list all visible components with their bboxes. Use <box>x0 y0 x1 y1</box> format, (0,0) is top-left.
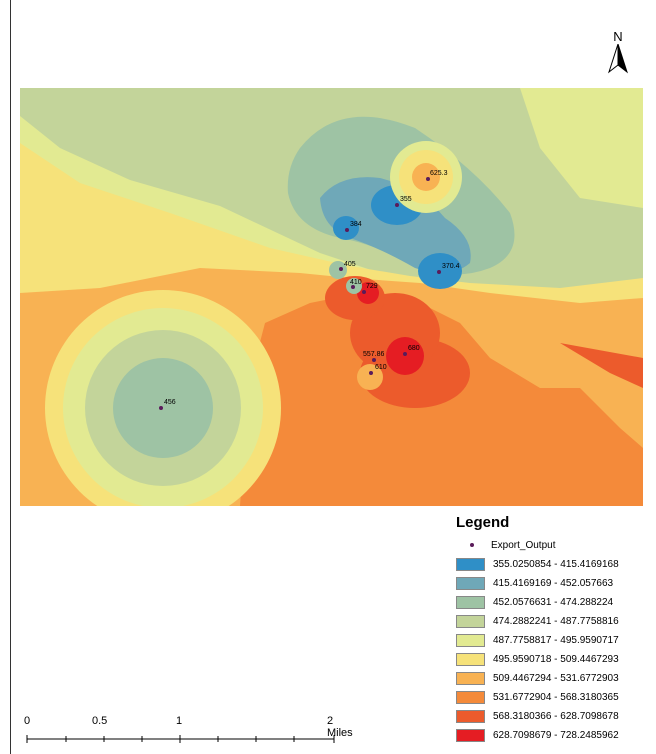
legend-class-row: 452.0576631 - 474.288224 <box>456 594 656 610</box>
legend-swatch <box>456 671 485 685</box>
legend-classes: 355.0250854 - 415.4169168 415.4169169 - … <box>456 556 656 743</box>
point-symbol-icon <box>470 543 474 547</box>
legend-class-label: 452.0576631 - 474.288224 <box>493 596 614 608</box>
point-625: 625.3 <box>426 170 448 181</box>
point-610: 610 <box>369 364 387 375</box>
scale-label-2: 2 Miles <box>327 715 353 739</box>
zone-red-729 <box>357 282 379 304</box>
legend-class-row: 355.0250854 - 415.4169168 <box>456 556 656 572</box>
point-label: 610 <box>375 364 387 371</box>
point-410: 410 <box>350 279 362 289</box>
legend-class-row: 509.4467294 - 531.6772903 <box>456 670 656 686</box>
data-points: 625.3 355 384 370.4 405 410 729 680 557.… <box>159 170 460 410</box>
legend-class-label: 568.3180366 - 628.7098678 <box>493 710 619 722</box>
point-label: 625.3 <box>430 170 448 177</box>
legend-class-row: 568.3180366 - 628.7098678 <box>456 708 656 724</box>
legend-swatch <box>456 595 485 609</box>
point-label: 410 <box>350 279 362 286</box>
scale-label-half: 0.5 <box>92 715 108 727</box>
scale-label-0: 0 <box>24 715 31 727</box>
point-label: 384 <box>350 221 362 228</box>
point-370: 370.4 <box>437 263 460 274</box>
legend-class-label: 531.6772904 - 568.3180365 <box>493 691 619 703</box>
legend-swatch <box>456 633 485 647</box>
zone-northeast <box>520 88 643 208</box>
zone-blue-384 <box>333 216 359 240</box>
legend-class-row: 531.6772904 - 568.3180365 <box>456 689 656 705</box>
scale-label-1: 1 <box>176 715 183 727</box>
point-729: 729 <box>362 283 378 294</box>
north-arrow: N <box>603 30 633 80</box>
legend-title: Legend <box>456 514 510 531</box>
point-384: 384 <box>345 221 362 232</box>
legend-class-label: 495.9590718 - 509.4467293 <box>493 653 619 665</box>
point-405: 405 <box>339 261 356 271</box>
legend-swatch <box>456 728 485 742</box>
legend-swatch <box>456 690 485 704</box>
point-label: 680 <box>408 345 420 352</box>
legend-class-label: 474.2882241 - 487.7758816 <box>493 615 619 627</box>
point-label: 557.86 <box>363 351 385 358</box>
legend-class-row: 495.9590718 - 509.4467293 <box>456 651 656 667</box>
legend-class-label: 415.4169169 - 452.057663 <box>493 577 614 589</box>
north-label: N <box>613 29 623 44</box>
point-label: 370.4 <box>442 263 460 270</box>
north-arrow-icon <box>608 43 628 74</box>
zone-blue-green <box>320 177 471 273</box>
point-label: 729 <box>366 283 378 290</box>
legend-swatch <box>456 614 485 628</box>
legend: Legend Export_Output 355.0250854 - 415.4… <box>456 514 656 743</box>
zone-orange-610 <box>357 364 383 390</box>
legend-class-row: 487.7758817 - 495.9590717 <box>456 632 656 648</box>
point-355: 355 <box>395 196 412 207</box>
point-680: 680 <box>403 345 420 356</box>
zone-east-strip <box>560 343 643 388</box>
point-label: 355 <box>400 196 412 203</box>
legend-swatch <box>456 557 485 571</box>
legend-class-label: 509.4467294 - 531.6772903 <box>493 672 619 684</box>
legend-swatch <box>456 652 485 666</box>
legend-swatch <box>456 576 485 590</box>
point-557: 557.86 <box>363 351 385 362</box>
zone-625-core <box>412 163 440 191</box>
legend-class-row: 474.2882241 - 487.7758816 <box>456 613 656 629</box>
legend-point-label: Export_Output <box>491 539 556 551</box>
legend-class-row: 628.7098679 - 728.2485962 <box>456 727 656 743</box>
legend-point-entry: Export_Output <box>456 537 656 553</box>
scale-bar-line <box>26 735 335 743</box>
point-label: 405 <box>344 261 356 268</box>
frame-border <box>10 0 11 754</box>
legend-class-label: 628.7098679 - 728.2485962 <box>493 729 619 741</box>
legend-swatch <box>456 709 485 723</box>
zone-405 <box>329 261 347 279</box>
point-label: 456 <box>164 399 176 406</box>
legend-class-row: 415.4169169 - 452.057663 <box>456 575 656 591</box>
legend-class-label: 355.0250854 - 415.4169168 <box>493 558 619 570</box>
scale-bar: 0 0.5 1 2 Miles <box>24 715 354 751</box>
point-456: 456 <box>159 399 176 410</box>
interpolation-map: 625.3 355 384 370.4 405 410 729 680 557.… <box>20 88 643 506</box>
legend-class-label: 487.7758817 - 495.9590717 <box>493 634 619 646</box>
